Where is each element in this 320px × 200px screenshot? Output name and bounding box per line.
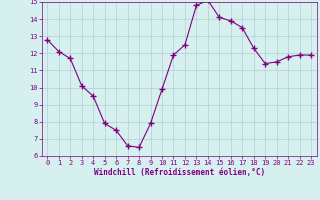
X-axis label: Windchill (Refroidissement éolien,°C): Windchill (Refroidissement éolien,°C) (94, 168, 265, 177)
